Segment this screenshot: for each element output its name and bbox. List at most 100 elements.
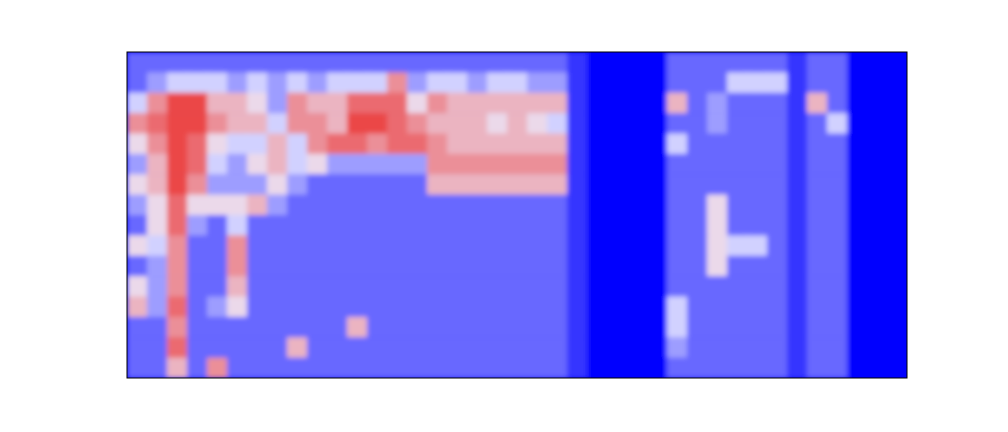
heat-cell	[447, 154, 468, 175]
heat-cell	[887, 113, 907, 134]
heat-cell	[227, 154, 248, 175]
heat-cell	[527, 297, 548, 318]
heat-cell	[487, 358, 508, 378]
heat-cell	[767, 358, 788, 378]
heat-cell	[687, 276, 708, 297]
heat-cell	[147, 174, 168, 195]
heat-cell	[447, 317, 468, 338]
heat-cell	[407, 337, 428, 358]
heat-cell	[487, 195, 508, 216]
heat-cell	[407, 256, 428, 277]
heat-cell	[147, 154, 168, 175]
heat-cell	[647, 337, 668, 358]
heat-cell	[847, 276, 868, 297]
heat-cell	[567, 297, 588, 318]
heat-cell	[127, 72, 148, 93]
heat-cell	[527, 174, 548, 195]
heat-cell	[547, 256, 568, 277]
heat-cell	[187, 174, 208, 195]
heat-cell	[787, 215, 808, 236]
heat-cell	[327, 52, 348, 73]
heat-cell	[667, 174, 688, 195]
heat-cell	[427, 195, 448, 216]
heat-cell	[247, 52, 268, 73]
heat-cell	[487, 72, 508, 93]
heat-cell	[807, 297, 828, 318]
heat-cell	[747, 134, 768, 155]
heat-cell	[187, 297, 208, 318]
heat-cell	[747, 337, 768, 358]
heat-cell	[227, 235, 248, 256]
heat-cell	[567, 72, 588, 93]
heat-cell	[327, 358, 348, 378]
heat-cell	[767, 215, 788, 236]
heat-cell	[827, 52, 848, 73]
heat-cell	[327, 317, 348, 338]
heat-cell	[247, 93, 268, 114]
heat-cell	[287, 276, 308, 297]
heat-cell	[487, 235, 508, 256]
heat-cell	[507, 297, 528, 318]
heat-cell	[327, 195, 348, 216]
heat-cell	[427, 134, 448, 155]
heat-cell	[507, 235, 528, 256]
heat-cell	[487, 297, 508, 318]
heat-cell	[347, 358, 368, 378]
heat-cell	[467, 113, 488, 134]
heat-cell	[307, 358, 328, 378]
heat-cell	[607, 337, 628, 358]
heat-cell	[147, 195, 168, 216]
heat-cell	[327, 276, 348, 297]
heat-cell	[627, 256, 648, 277]
heat-cell	[407, 93, 428, 114]
heat-cell	[667, 337, 688, 358]
heat-cell	[767, 72, 788, 93]
heat-cell	[427, 154, 448, 175]
heat-cell	[607, 297, 628, 318]
heat-cell	[547, 317, 568, 338]
heat-cell	[707, 154, 728, 175]
heat-cell	[347, 113, 368, 134]
heat-cell	[767, 317, 788, 338]
heat-cell	[807, 52, 828, 73]
heat-cell	[467, 72, 488, 93]
heat-cell	[887, 297, 907, 318]
heat-cell	[787, 235, 808, 256]
heat-cell	[467, 256, 488, 277]
heat-cell	[747, 93, 768, 114]
heat-cell	[547, 235, 568, 256]
heat-cell	[467, 93, 488, 114]
heat-cell	[827, 195, 848, 216]
heat-cell	[627, 215, 648, 236]
heat-cell	[867, 358, 888, 378]
heat-cell	[587, 358, 608, 378]
heat-cell	[687, 72, 708, 93]
heat-cell	[807, 154, 828, 175]
heat-cell	[687, 174, 708, 195]
heat-cell	[347, 93, 368, 114]
heat-cell	[207, 174, 228, 195]
heat-cell	[367, 93, 388, 114]
heat-cell	[767, 174, 788, 195]
heat-cell	[267, 134, 288, 155]
heat-cell	[187, 276, 208, 297]
heat-cell	[367, 72, 388, 93]
heat-cell	[187, 134, 208, 155]
heat-cell	[667, 215, 688, 236]
heat-cell	[327, 154, 348, 175]
heat-cell	[727, 93, 748, 114]
heat-cell	[127, 317, 148, 338]
heat-cell	[207, 72, 228, 93]
heat-cell	[407, 317, 428, 338]
heat-cell	[447, 134, 468, 155]
heat-cell	[547, 72, 568, 93]
heat-cell	[127, 358, 148, 378]
heat-cell	[327, 113, 348, 134]
heat-cell	[887, 317, 907, 338]
heat-cell	[847, 317, 868, 338]
heat-cell	[307, 337, 328, 358]
heat-cell	[467, 174, 488, 195]
heat-cell	[267, 256, 288, 277]
plot-area	[127, 52, 907, 378]
heat-cell	[487, 256, 508, 277]
